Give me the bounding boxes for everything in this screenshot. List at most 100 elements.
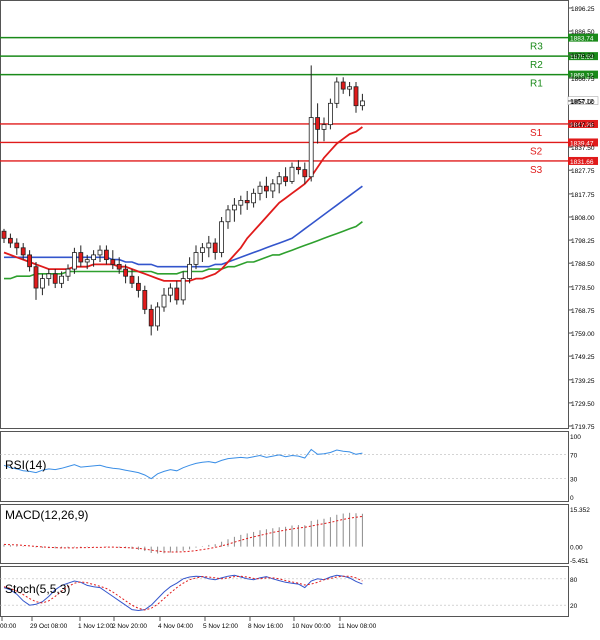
candle-body — [40, 278, 45, 289]
rsi-label: RSI(14) — [5, 458, 46, 472]
y-tick-label: 1739.25 — [571, 378, 595, 385]
stoch-d-line — [3, 575, 363, 611]
time-axis: 00:00 29 Oct 08:00 1 Nov 12:002 Nov 20:00 4… — [0, 617, 377, 630]
level-name-r1: R1 — [530, 79, 543, 90]
x-tick-label: 00:00 — [0, 623, 17, 630]
level-price-tag-s1 — [568, 119, 598, 128]
candle-body — [283, 176, 289, 182]
level-price-label-s3: 1831.66 — [570, 159, 594, 166]
candle-body — [321, 124, 327, 130]
level-name-r2: R2 — [530, 60, 543, 71]
x-tick-label: 11 Nov 08:00 — [338, 623, 377, 630]
y-tick-label: 1876.50 — [571, 53, 595, 60]
candle-body — [347, 86, 353, 90]
candle-body — [104, 249, 109, 261]
level-price-tag-r1 — [568, 70, 598, 79]
candle-body — [46, 273, 52, 279]
y-tick-label: 1798.25 — [571, 238, 595, 245]
candles — [1, 65, 365, 336]
x-tick-label: 1 Nov 12:00 — [78, 623, 113, 630]
y-tick-label: 1837.50 — [571, 145, 595, 152]
candle-body — [97, 249, 103, 256]
level-price-label-r3: 1883.74 — [570, 36, 594, 43]
y-tick-label: 1719.75 — [571, 424, 595, 431]
ma-blue-line — [4, 185, 363, 268]
stoch-k-line — [3, 574, 363, 612]
price-axis: 1896.25 1886.50 1876.50 1866.75 1857.00 1847.… — [568, 6, 595, 431]
candle-body — [33, 266, 39, 289]
price-panel-frame — [0, 0, 569, 429]
stoch-panel: 80 20 — [0, 574, 578, 612]
candle-body — [91, 254, 96, 261]
candle-body — [206, 242, 212, 249]
candle-body — [251, 192, 257, 204]
level-price-tag-s3 — [568, 156, 598, 165]
candle-body — [193, 252, 199, 265]
candle-body — [142, 290, 148, 310]
candle-body — [225, 209, 231, 223]
candle-body — [359, 100, 365, 107]
y-tick-label: 1857.00 — [571, 99, 595, 106]
rsi-line — [3, 448, 363, 480]
level-price-label-s2: 1839.47 — [570, 140, 594, 147]
candle-body — [27, 254, 33, 268]
y-tick-label: 1847.25 — [571, 122, 595, 129]
macd-panel-frame — [0, 504, 569, 564]
macd-signal-line — [3, 516, 363, 553]
candle-body — [244, 200, 250, 204]
level-name-s2: S2 — [530, 146, 543, 157]
y-tick-label: 1817.75 — [571, 192, 595, 199]
candle-body — [327, 102, 333, 126]
candle-body — [315, 117, 321, 130]
candle-body — [231, 204, 237, 211]
y-tick-label: 1808.00 — [571, 215, 595, 222]
level-name-s1: S1 — [530, 128, 543, 139]
x-tick-label: 4 Nov 04:00 — [158, 623, 193, 630]
candle-body — [7, 237, 13, 244]
candle-body — [302, 169, 308, 178]
rsi-panel-frame — [0, 431, 569, 502]
macd-panel: 15.352 0.00 -5.451 — [3, 507, 590, 565]
candle-body — [110, 259, 116, 265]
y-tick-label: 1768.75 — [571, 308, 595, 315]
candle-body — [289, 166, 295, 182]
y-tick-label: 1749.25 — [571, 354, 595, 361]
x-tick-label: 29 Oct 08:00 — [30, 623, 68, 630]
candle-body — [263, 185, 269, 192]
candle-body — [167, 287, 173, 296]
candle-body — [174, 287, 180, 301]
candle-body — [219, 221, 225, 253]
stoch-tick-label: 80 — [570, 577, 578, 584]
y-tick-label: 1788.50 — [571, 261, 595, 268]
y-tick-label: 1827.75 — [571, 168, 595, 175]
level-name-s3: S3 — [530, 165, 543, 176]
macd-tick-label: 0.00 — [570, 545, 583, 552]
level-price-label-s1: 1847.28 — [570, 122, 594, 129]
candle-body — [52, 273, 58, 284]
y-tick-label: 1886.50 — [571, 29, 595, 36]
candle-body — [14, 242, 20, 249]
y-tick-label: 1866.75 — [571, 76, 595, 83]
candle-body — [135, 282, 141, 291]
candle-body — [65, 268, 71, 277]
x-tick-label: 8 Nov 16:00 — [248, 623, 283, 630]
candle-body — [59, 275, 64, 284]
candle-body — [199, 247, 205, 253]
candle-body — [129, 275, 135, 284]
candle-body — [238, 200, 244, 206]
candle-body — [180, 278, 186, 301]
y-tick-label: 1759.00 — [571, 331, 595, 338]
stoch-panel-frame — [0, 566, 569, 617]
candle-body — [270, 183, 276, 192]
rsi-tick-label: 0 — [570, 495, 574, 502]
level-price-label-r1: 1868.12 — [570, 73, 594, 80]
macd-tick-label: -5.451 — [570, 558, 589, 565]
candle-body — [123, 268, 128, 277]
rsi-tick-label: 30 — [570, 477, 578, 484]
candle-body — [161, 294, 167, 308]
candle-body — [187, 263, 193, 279]
pivot-levels: R3 1883.74 R2 1875.93 R1 1868.12 S1 1847.28 S2 18… — [0, 33, 599, 176]
candle-body — [340, 81, 346, 90]
